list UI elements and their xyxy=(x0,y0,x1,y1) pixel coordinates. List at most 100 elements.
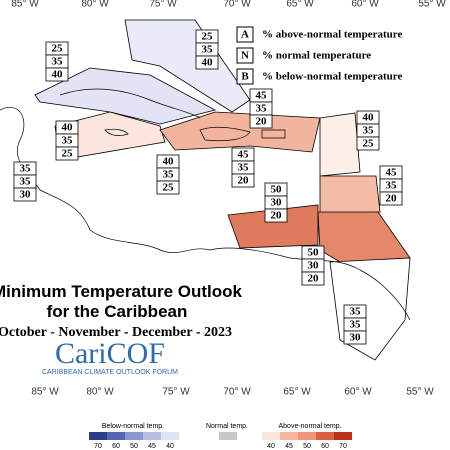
longitude-label: 55° W xyxy=(418,0,446,10)
area xyxy=(124,19,251,113)
probability-value: 35 xyxy=(238,162,250,174)
title: Minimum Temperature Outlook xyxy=(0,282,243,301)
scale-tick: 60 xyxy=(321,443,329,450)
longitude-label: 65° W xyxy=(283,387,311,398)
probability-value: 45 xyxy=(256,90,268,102)
probability-cell xyxy=(264,208,288,223)
probability-value: 50 xyxy=(308,247,320,259)
probability-value: 25 xyxy=(202,31,214,43)
probability-cell xyxy=(55,146,79,161)
area xyxy=(34,67,217,125)
scale-title: Below-normal temp. xyxy=(102,423,164,430)
probability-value: 35 xyxy=(363,125,375,137)
longitude-label: 60° W xyxy=(344,387,372,398)
probability-value: 25 xyxy=(163,182,175,194)
coast xyxy=(199,127,251,142)
probability-value: 50 xyxy=(271,184,283,196)
probability-value: 35 xyxy=(163,169,175,181)
legend-key: A xyxy=(241,29,249,41)
scale-tick: 40 xyxy=(267,443,275,450)
scale-tick: 40 xyxy=(166,443,174,450)
legend-key: B xyxy=(241,71,249,83)
probability-cell xyxy=(356,136,380,151)
coast xyxy=(104,128,129,136)
scale-tick: 70 xyxy=(94,443,102,450)
probability-value: 30 xyxy=(350,332,362,344)
probability-value: 40 xyxy=(363,112,375,124)
scale-swatch xyxy=(107,432,125,440)
color-scale: Below-normal temp. Normal temp. Above-norm… xyxy=(89,423,352,450)
probability-value: 30 xyxy=(271,197,283,209)
probability-value: 35 xyxy=(386,180,398,192)
legend-text: % normal temperature xyxy=(262,50,371,62)
coastlines xyxy=(0,88,411,321)
longitude-label: 70° W xyxy=(223,387,251,398)
scale-swatch xyxy=(280,432,298,440)
probability-value: 35 xyxy=(20,163,32,175)
logo: CariCOF xyxy=(55,337,165,370)
scale-swatch xyxy=(334,432,352,440)
longitude-label: 60° W xyxy=(351,0,379,10)
coast xyxy=(59,88,201,119)
probability-value: 20 xyxy=(256,116,268,128)
scale-title: Normal temp. xyxy=(206,423,248,430)
probability-cell xyxy=(13,187,37,202)
probability-cell xyxy=(195,55,219,70)
probability-cell xyxy=(45,67,69,82)
legend-key-box xyxy=(236,47,254,64)
probability-value: 40 xyxy=(163,156,175,168)
probability-cell xyxy=(343,330,367,345)
probability-value: 35 xyxy=(20,176,32,188)
title: for the Caribbean xyxy=(47,302,188,321)
legend-key: N xyxy=(241,50,249,62)
coast xyxy=(0,107,211,254)
scale-swatch xyxy=(89,432,107,440)
scale-swatch xyxy=(298,432,316,440)
area xyxy=(227,204,319,249)
scale-swatch xyxy=(316,432,334,440)
probability-value: 40 xyxy=(62,122,74,134)
probability-value: 30 xyxy=(20,189,32,201)
longitude-label: 85° W xyxy=(11,0,39,10)
scale-tick: 60 xyxy=(112,443,120,450)
area xyxy=(159,111,321,153)
longitude-label: 70° W xyxy=(223,0,251,10)
longitude-label: 55° W xyxy=(406,387,434,398)
probability-value: 20 xyxy=(271,210,283,222)
scale-swatch xyxy=(262,432,280,440)
legend-key-box xyxy=(236,68,254,85)
probability-value: 35 xyxy=(52,56,64,68)
probability-value: 35 xyxy=(350,319,362,331)
longitude-label: 80° W xyxy=(81,0,109,10)
longitude-label: 85° W xyxy=(31,387,59,398)
area xyxy=(319,112,361,177)
legend-key-box xyxy=(236,26,254,43)
probability-cell xyxy=(156,180,180,195)
probability-value: 25 xyxy=(62,148,74,160)
scale-tick: 70 xyxy=(339,443,347,450)
probability-value: 20 xyxy=(308,273,320,285)
probability-cell xyxy=(301,271,325,286)
scale-swatch xyxy=(125,432,143,440)
probability-value: 30 xyxy=(308,260,320,272)
probability-value: 45 xyxy=(386,167,398,179)
probability-value: 40 xyxy=(202,57,214,69)
scale-tick: 50 xyxy=(130,443,138,450)
longitude-label: 75° W xyxy=(162,387,190,398)
probability-value: 25 xyxy=(52,43,64,55)
longitude-label: 80° W xyxy=(86,387,114,398)
probability-value: 20 xyxy=(238,175,250,187)
probability-value: 35 xyxy=(256,103,268,115)
scale-tick: 50 xyxy=(303,443,311,450)
longitude-label: 75° W xyxy=(149,0,177,10)
scale-tick: 45 xyxy=(148,443,156,450)
